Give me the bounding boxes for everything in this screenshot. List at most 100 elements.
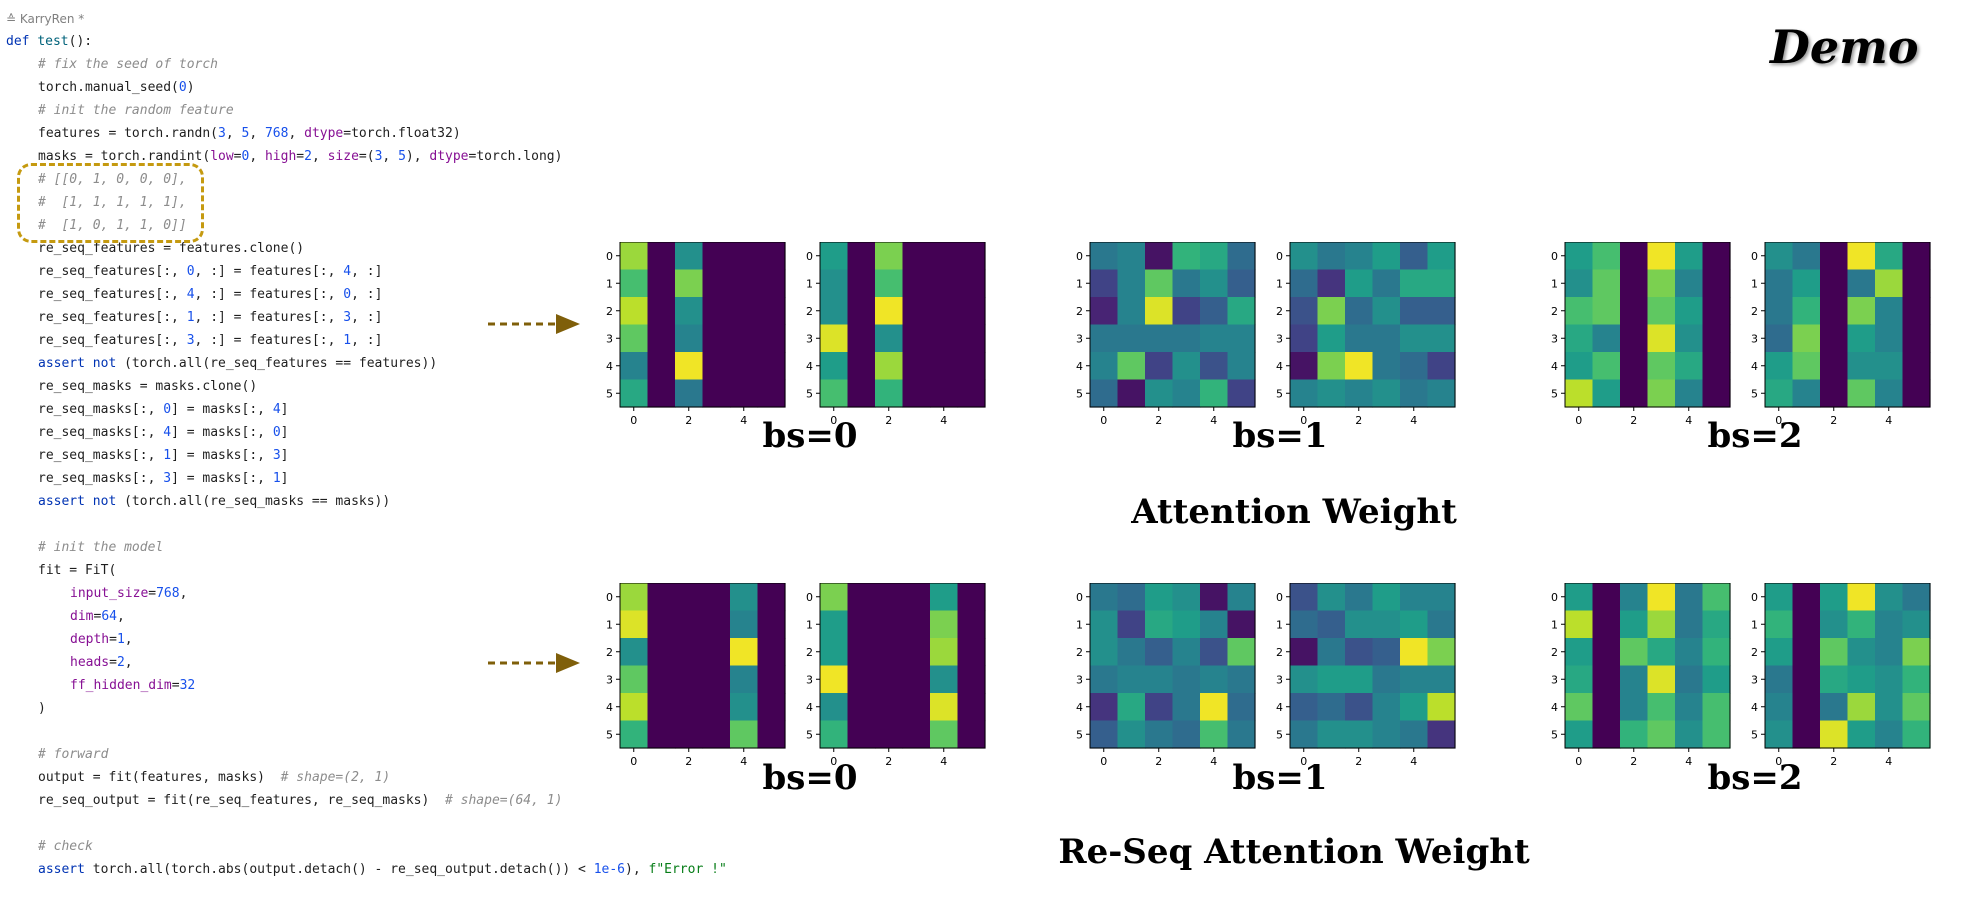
heatmap-cell	[757, 352, 786, 381]
heatmap-cell	[1702, 242, 1731, 271]
code-line[interactable]: dim=64,	[70, 606, 125, 628]
heatmap-cell	[1427, 379, 1456, 408]
heatmap-cell	[1200, 324, 1229, 353]
y-tick-label: 0	[606, 591, 613, 604]
heatmap-cell	[820, 720, 849, 749]
heatmap-cell	[1675, 693, 1704, 722]
heatmap-cell	[1290, 324, 1319, 353]
code-line[interactable]: re_seq_features[:, 1, :] = features[:, 3…	[38, 307, 382, 329]
heatmap-cell	[1317, 693, 1346, 722]
code-line[interactable]: assert not (torch.all(re_seq_features ==…	[38, 353, 437, 375]
code-token: torch.all(torch.abs(output.detach() - re…	[92, 862, 594, 877]
code-line[interactable]: assert not (torch.all(re_seq_masks == ma…	[38, 491, 390, 513]
code-line[interactable]: torch.manual_seed(0)	[38, 77, 195, 99]
heatmap-cell	[1765, 352, 1794, 381]
code-line[interactable]: ff_hidden_dim=32	[70, 675, 195, 697]
y-tick-label: 2	[1551, 305, 1558, 318]
y-tick-label: 5	[806, 387, 813, 400]
heatmap-cell	[1647, 242, 1676, 271]
code-line[interactable]: # fix the seed of torch	[38, 54, 218, 76]
code-editor-panel[interactable]: ≙ KarryRen * def test(): # fix the seed o…	[0, 0, 727, 909]
heatmap-cell	[1427, 693, 1456, 722]
code-token: 768	[264, 126, 289, 141]
heatmap-cell	[1875, 324, 1904, 353]
heatmap-cell	[1592, 242, 1621, 271]
heatmap-cell	[757, 693, 786, 722]
heatmap-cell	[1902, 379, 1931, 408]
code-line[interactable]: re_seq_masks[:, 0] = masks[:, 4]	[38, 399, 288, 421]
heatmap-cell	[1372, 665, 1401, 694]
code-line[interactable]: re_seq_features[:, 4, :] = features[:, 0…	[38, 284, 382, 306]
code-line[interactable]: heads=2,	[70, 652, 133, 674]
heatmap-cell	[702, 583, 731, 612]
code-line[interactable]: re_seq_features[:, 3, :] = features[:, 1…	[38, 330, 382, 352]
code-line[interactable]: depth=1,	[70, 629, 133, 651]
code-line[interactable]: features = torch.randn(3, 5, 768, dtype=…	[38, 123, 461, 145]
heatmap-cell	[1372, 269, 1401, 298]
heatmap-cell	[1317, 379, 1346, 408]
y-tick-label: 1	[606, 618, 613, 631]
heatmap-cell	[1090, 242, 1119, 271]
code-line[interactable]: assert torch.all(torch.abs(output.detach…	[38, 859, 727, 881]
heatmap-cell	[1702, 583, 1731, 612]
heatmap-cell	[1592, 693, 1621, 722]
code-line[interactable]: re_seq_features[:, 0, :] = features[:, 4…	[38, 261, 382, 283]
code-line[interactable]: re_seq_features = features.clone()	[38, 238, 304, 260]
heatmap-cell	[1145, 297, 1174, 326]
y-tick-label: 0	[1751, 591, 1758, 604]
code-line[interactable]: # forward	[38, 744, 108, 766]
heatmap-cell	[1372, 693, 1401, 722]
heatmap-cell	[1565, 693, 1594, 722]
y-tick-label: 1	[806, 277, 813, 290]
code-line[interactable]: re_seq_masks[:, 4] = masks[:, 0]	[38, 422, 288, 444]
code-line[interactable]: # [1, 0, 1, 1, 0]]	[38, 215, 187, 237]
heatmap-cell	[1227, 638, 1256, 667]
code-line[interactable]: re_seq_output = fit(re_seq_features, re_…	[38, 790, 562, 812]
heatmap-cell	[820, 583, 849, 612]
heatmap-cell	[1400, 693, 1429, 722]
heatmap-cell	[1172, 583, 1201, 612]
heatmap-cell	[620, 324, 649, 353]
code-line[interactable]: # init the model	[38, 537, 163, 559]
heatmap-cell	[1765, 610, 1794, 639]
heatmap-cell	[1875, 242, 1904, 271]
code-line[interactable]: re_seq_masks[:, 3] = masks[:, 1]	[38, 468, 288, 490]
code-line[interactable]: input_size=768,	[70, 583, 187, 605]
heatmap-cell	[675, 379, 704, 408]
heatmap-cell	[1847, 665, 1876, 694]
heatmap-cell	[1427, 638, 1456, 667]
y-tick-label: 5	[1751, 387, 1758, 400]
code-token: =	[233, 149, 242, 164]
code-token: 1	[186, 310, 195, 325]
code-line[interactable]: fit = FiT(	[38, 560, 116, 582]
x-tick-label: 4	[1210, 414, 1217, 427]
heatmap-cell	[675, 297, 704, 326]
code-line[interactable]: re_seq_masks = masks.clone()	[38, 376, 257, 398]
y-tick-label: 4	[1751, 360, 1758, 373]
code-line[interactable]: # check	[38, 836, 93, 858]
code-line[interactable]: re_seq_masks[:, 1] = masks[:, 3]	[38, 445, 288, 467]
code-token: , :] = features[:,	[194, 333, 344, 348]
code-token: =	[93, 609, 102, 624]
heatmap-cell	[675, 583, 704, 612]
heatmap-cell	[1565, 297, 1594, 326]
heatmap-cell	[957, 352, 986, 381]
y-tick-label: 1	[1276, 618, 1283, 631]
x-tick-label: 0	[1575, 414, 1582, 427]
code-line[interactable]: # init the random feature	[38, 100, 234, 122]
code-line[interactable]: # [[0, 1, 0, 0, 0],	[38, 169, 187, 191]
heatmap-cell	[847, 610, 876, 639]
heatmap-cell	[1565, 720, 1594, 749]
code-line[interactable]: output = fit(features, masks) # shape=(2…	[38, 767, 390, 789]
code-line[interactable]: def test():	[6, 31, 92, 53]
heatmap-cell	[1592, 665, 1621, 694]
heatmap-cell	[1647, 583, 1676, 612]
heatmap-cell	[957, 638, 986, 667]
heatmap-cell	[1227, 665, 1256, 694]
code-line[interactable]: # [1, 1, 1, 1, 1],	[38, 192, 187, 214]
code-token: masks = torch.randint(	[38, 149, 211, 164]
heatmap-cell	[1317, 297, 1346, 326]
code-line[interactable]: masks = torch.randint(low=0, high=2, siz…	[38, 146, 562, 168]
heatmap-cell	[1345, 352, 1374, 381]
code-line[interactable]: )	[38, 698, 46, 720]
